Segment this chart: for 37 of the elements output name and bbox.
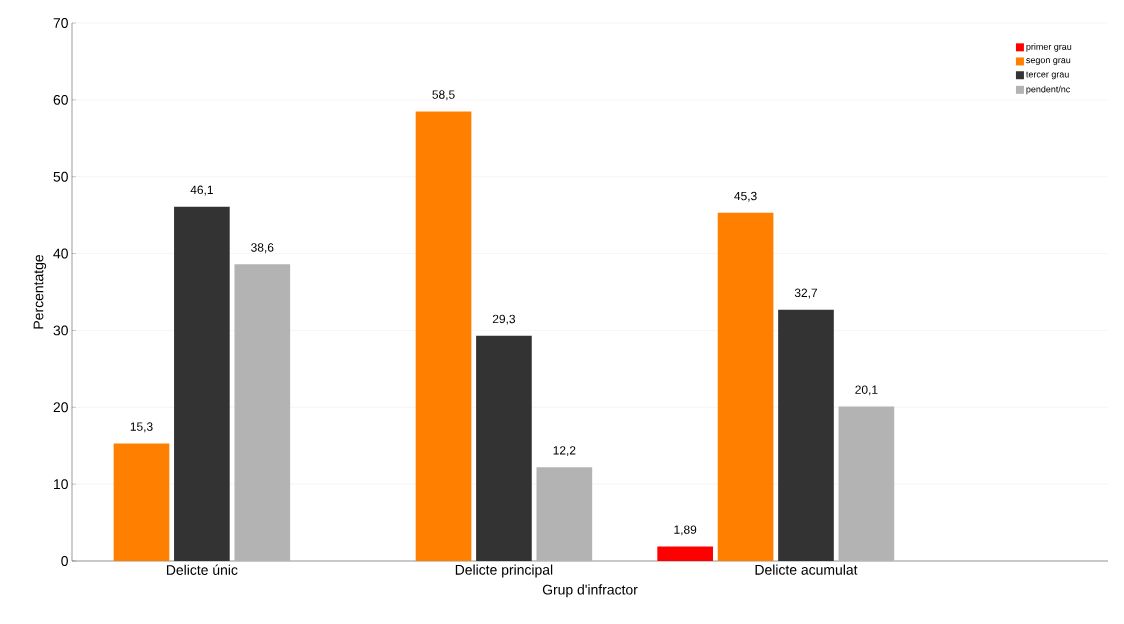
data-label: 15,3: [130, 422, 153, 433]
y-tick-label: 20: [53, 402, 68, 413]
bar: [234, 264, 291, 561]
bar: [838, 406, 895, 561]
legend-label: pendent/nc: [1026, 85, 1071, 95]
x-tick-label: Delicte acumulat: [755, 564, 858, 575]
data-label: 20,1: [855, 385, 878, 396]
bar: [657, 546, 713, 561]
data-label: 32,7: [794, 288, 818, 299]
bar: [174, 206, 230, 561]
data-label: 38,6: [251, 243, 274, 254]
x-axis-title: Grup d'infractor: [542, 584, 638, 598]
data-label: 29,3: [492, 314, 516, 325]
data-label: 45,3: [734, 191, 757, 202]
bar: [415, 111, 472, 561]
bar: [113, 443, 170, 561]
legend-label: segon grau: [1026, 58, 1071, 65]
bar: [536, 467, 593, 561]
x-tick-label: Delicte únic: [166, 564, 238, 575]
x-tick-label: Delicte principal: [455, 564, 553, 578]
data-label: 46,1: [190, 185, 213, 196]
data-label: 58,5: [432, 90, 455, 101]
bar: [778, 309, 834, 561]
y-tick-label: 40: [53, 248, 68, 259]
data-label: 12,2: [553, 446, 576, 457]
y-tick-label: 70: [53, 18, 68, 28]
legend-label: primer grau: [1026, 43, 1072, 52]
y-tick-label: 60: [53, 94, 68, 105]
y-axis-title: Percentatge: [33, 255, 47, 329]
y-tick-label: 10: [54, 479, 68, 490]
bar: [476, 335, 532, 561]
y-tick-label: 0: [61, 556, 68, 566]
data-label: 1,89: [674, 525, 697, 536]
y-tick-label: 50: [53, 171, 68, 182]
legend-label: tercer grau: [1026, 71, 1069, 80]
bar: [717, 212, 774, 561]
y-tick-label: 30: [53, 325, 68, 336]
